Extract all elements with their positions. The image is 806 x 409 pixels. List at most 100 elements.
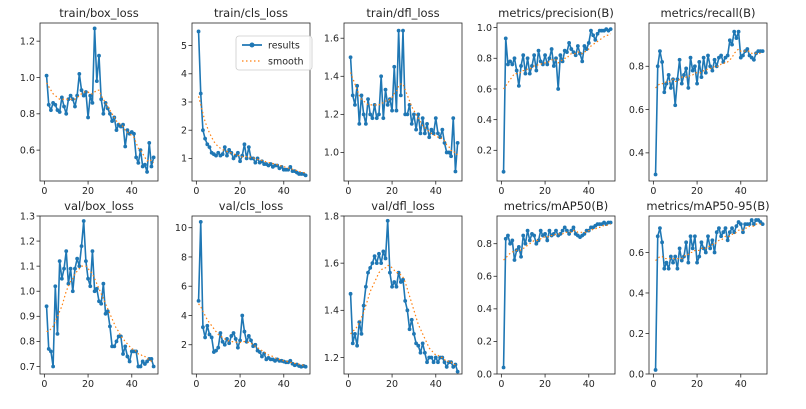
data-point	[710, 68, 715, 73]
data-point	[708, 64, 713, 69]
data-point	[151, 364, 156, 369]
subplot-title: train/cls_loss	[214, 6, 288, 20]
data-point	[436, 360, 440, 365]
data-point	[359, 332, 364, 336]
data-point	[727, 230, 732, 235]
data-point	[451, 116, 456, 121]
data-point	[660, 240, 665, 245]
y-tick-label: 0.8	[477, 54, 492, 65]
data-point	[440, 127, 445, 132]
data-point	[94, 79, 99, 84]
data-point	[690, 246, 695, 251]
data-point	[377, 112, 381, 117]
data-point	[567, 41, 572, 45]
y-tick-label: 1.4	[324, 72, 339, 83]
data-point	[690, 68, 695, 73]
subplot-train-cls-loss: train/cls_loss 1 2 3 4 5 0 20 40	[181, 6, 311, 197]
data-point	[203, 335, 208, 340]
data-point	[216, 150, 221, 155]
y-tick-label: 1.6	[324, 34, 339, 45]
x-tick-label: 40	[126, 379, 138, 390]
x-tick-label: 0	[41, 379, 47, 390]
data-point	[99, 97, 104, 102]
data-point	[231, 156, 236, 161]
subplot-train-box-loss: train/box_loss 0.6 0.8 1.0 1.2 0 20 40	[20, 6, 159, 197]
data-point	[66, 281, 71, 286]
data-point	[534, 68, 539, 73]
data-point	[446, 150, 451, 155]
data-point	[381, 116, 386, 121]
data-point	[658, 49, 662, 54]
axes-frame	[39, 215, 159, 375]
data-point	[429, 355, 434, 360]
data-point	[506, 233, 510, 238]
data-point	[562, 225, 567, 230]
data-point	[738, 222, 743, 227]
x-tick-label: 20	[539, 186, 551, 197]
data-point	[205, 323, 210, 328]
data-point	[363, 121, 368, 126]
x-tick-label: 20	[386, 186, 398, 197]
data-point	[508, 241, 513, 246]
data-point	[379, 74, 384, 79]
data-point	[361, 112, 366, 117]
data-point	[723, 226, 728, 231]
data-point	[145, 170, 149, 174]
data-point	[412, 112, 416, 117]
y-tick-label: 0.2	[477, 337, 492, 348]
data-point	[684, 66, 689, 71]
subplot-title: val/dfl_loss	[371, 199, 434, 213]
data-point	[455, 141, 460, 145]
series-line-smooth	[198, 303, 306, 367]
data-point	[73, 266, 77, 271]
data-point	[198, 219, 203, 224]
data-point	[196, 298, 201, 303]
data-point	[503, 36, 508, 41]
data-point	[90, 249, 95, 254]
x-tick-label: 40	[278, 379, 290, 390]
data-point	[422, 350, 427, 355]
data-point	[246, 145, 251, 150]
data-point	[112, 344, 117, 349]
data-point	[538, 59, 543, 64]
data-point	[57, 110, 62, 114]
data-point	[368, 265, 373, 270]
data-point	[532, 233, 537, 238]
data-point	[501, 169, 506, 174]
x-tick-label: 20	[691, 186, 703, 197]
data-point	[545, 62, 550, 67]
data-point	[64, 111, 69, 116]
data-point	[383, 87, 388, 92]
data-point	[418, 350, 423, 355]
data-point	[554, 56, 558, 61]
data-point	[53, 284, 58, 289]
y-tick-label: 0.7	[20, 362, 35, 373]
data-point	[350, 93, 355, 98]
y-tick-label: 5	[181, 41, 187, 52]
data-point	[510, 62, 515, 67]
data-point	[569, 47, 574, 51]
data-point	[68, 93, 73, 98]
data-point	[379, 261, 384, 266]
data-point	[682, 73, 686, 77]
y-tick-label: 4	[181, 69, 187, 80]
y-tick-label: 1.2	[20, 236, 35, 247]
data-point	[699, 240, 704, 245]
data-point	[198, 91, 203, 96]
data-point	[372, 254, 377, 258]
x-tick-label: 40	[126, 186, 138, 197]
data-point	[390, 108, 394, 113]
data-point	[253, 160, 258, 165]
data-point	[374, 116, 379, 121]
data-point	[385, 102, 390, 107]
x-tick-label: 0	[498, 186, 504, 197]
data-point	[149, 357, 154, 361]
data-point	[242, 142, 247, 147]
data-point	[62, 266, 66, 271]
y-tick-label: 0.6	[20, 145, 35, 156]
data-point	[582, 44, 587, 48]
data-point	[227, 148, 232, 152]
data-point	[127, 359, 132, 364]
data-point	[73, 104, 77, 109]
data-point	[697, 60, 702, 64]
